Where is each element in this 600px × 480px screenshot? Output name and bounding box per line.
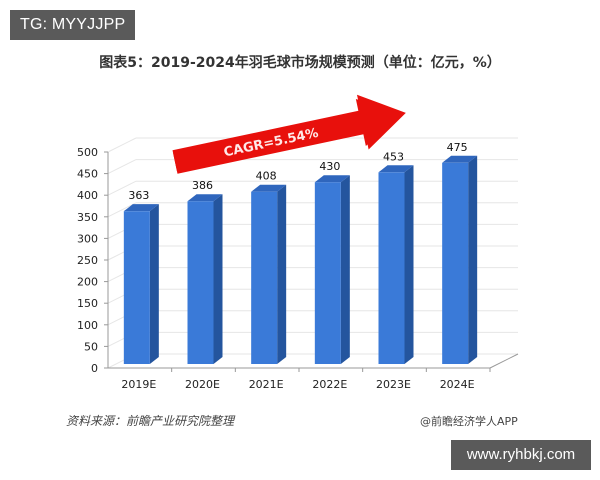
value-label: 430 bbox=[319, 160, 340, 173]
svg-text:450: 450 bbox=[77, 168, 98, 181]
svg-text:500: 500 bbox=[77, 146, 98, 159]
chart-title: 图表5：2019-2024年羽毛球市场规模预测（单位：亿元，%） bbox=[99, 55, 501, 71]
value-label: 453 bbox=[383, 150, 404, 163]
svg-text:250: 250 bbox=[77, 254, 98, 267]
svg-text:50: 50 bbox=[84, 340, 98, 353]
bar-2019E: 363 bbox=[123, 189, 159, 364]
bar-2022E: 430 bbox=[314, 160, 350, 364]
source-note: 资料来源：前瞻产业研究院整理 bbox=[66, 414, 235, 428]
bar-2024E: 475 bbox=[442, 141, 478, 364]
svg-text:0: 0 bbox=[91, 362, 98, 375]
category-label: 2020E bbox=[185, 378, 220, 391]
credit-note: @前瞻经济学人APP bbox=[420, 415, 518, 428]
tg-watermark-badge: TG: MYYJJPP bbox=[10, 10, 136, 40]
value-label: 386 bbox=[192, 179, 213, 192]
value-label: 475 bbox=[447, 141, 468, 154]
category-label: 2024E bbox=[440, 378, 475, 391]
axes: 0 50 100 150 200 250 300 350 400 450 500 2019E 2020E… bbox=[77, 146, 519, 391]
svg-text:200: 200 bbox=[77, 276, 98, 289]
category-label: 2019E bbox=[121, 378, 156, 391]
value-label: 363 bbox=[128, 189, 149, 202]
site-watermark-badge: www.ryhbkj.com bbox=[451, 440, 591, 470]
bars: 363 386 408 430 453 475 bbox=[123, 141, 478, 364]
value-label: 408 bbox=[256, 170, 277, 183]
category-label: 2021E bbox=[249, 378, 284, 391]
svg-text:400: 400 bbox=[77, 189, 98, 202]
bar-2023E: 453 bbox=[378, 150, 414, 364]
category-label: 2023E bbox=[376, 378, 411, 391]
svg-text:150: 150 bbox=[77, 297, 98, 310]
svg-text:100: 100 bbox=[77, 319, 98, 332]
cagr-arrow: CAGR=5.54% bbox=[172, 94, 406, 174]
svg-text:350: 350 bbox=[77, 211, 98, 224]
bar-2020E: 386 bbox=[187, 179, 223, 364]
category-label: 2022E bbox=[312, 378, 347, 391]
svg-text:300: 300 bbox=[77, 232, 98, 245]
bar-2021E: 408 bbox=[251, 170, 287, 364]
